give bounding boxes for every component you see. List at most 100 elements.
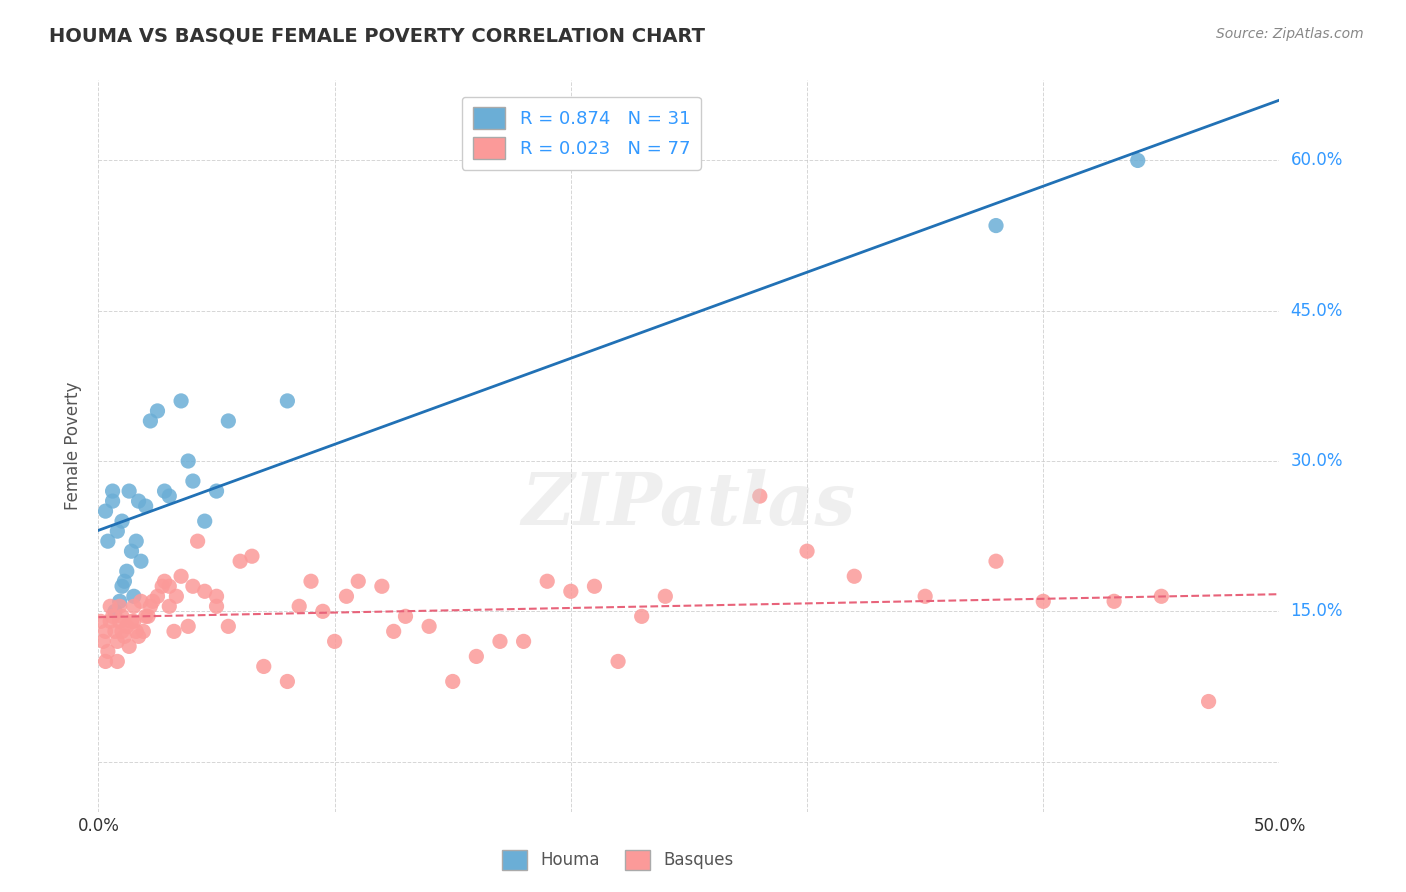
Text: Source: ZipAtlas.com: Source: ZipAtlas.com xyxy=(1216,27,1364,41)
Point xyxy=(122,589,145,603)
Point xyxy=(157,489,180,503)
Point xyxy=(101,494,124,508)
Point xyxy=(135,499,157,513)
Text: 60.0%: 60.0% xyxy=(1291,152,1343,169)
Point xyxy=(163,624,186,639)
Text: HOUMA VS BASQUE FEMALE POVERTY CORRELATION CHART: HOUMA VS BASQUE FEMALE POVERTY CORRELATI… xyxy=(49,27,706,45)
Point xyxy=(122,615,145,629)
Point xyxy=(630,609,652,624)
Point xyxy=(153,574,176,589)
Point xyxy=(654,589,676,603)
Point xyxy=(276,393,298,408)
Point xyxy=(984,554,1007,568)
Point xyxy=(112,629,135,643)
Point xyxy=(323,634,346,648)
Point xyxy=(181,474,204,488)
Point xyxy=(111,579,134,593)
Point xyxy=(205,599,228,614)
Point xyxy=(111,609,134,624)
Point xyxy=(142,594,165,608)
Legend: Houma, Basques: Houma, Basques xyxy=(496,843,741,877)
Point xyxy=(132,624,155,639)
Point xyxy=(94,624,117,639)
Point xyxy=(146,589,169,603)
Point xyxy=(94,655,117,669)
Point xyxy=(288,599,311,614)
Point xyxy=(112,574,135,589)
Point xyxy=(104,624,127,639)
Point xyxy=(217,619,239,633)
Point xyxy=(150,579,173,593)
Point xyxy=(125,534,148,549)
Point xyxy=(157,599,180,614)
Point xyxy=(489,634,512,648)
Point xyxy=(1150,589,1173,603)
Point xyxy=(177,619,200,633)
Point xyxy=(165,589,187,603)
Point xyxy=(108,599,131,614)
Point xyxy=(108,594,131,608)
Point xyxy=(136,609,159,624)
Point xyxy=(170,569,193,583)
Point xyxy=(441,674,464,689)
Point xyxy=(371,579,394,593)
Point xyxy=(394,609,416,624)
Point xyxy=(115,564,138,578)
Point xyxy=(465,649,488,664)
Point xyxy=(105,524,128,538)
Point xyxy=(194,584,217,599)
Point xyxy=(90,615,112,629)
Point xyxy=(122,599,145,614)
Point xyxy=(187,534,209,549)
Point xyxy=(94,504,117,518)
Point xyxy=(536,574,558,589)
Point xyxy=(105,655,128,669)
Point xyxy=(108,615,131,629)
Point xyxy=(118,640,141,654)
Point xyxy=(121,544,143,558)
Point xyxy=(125,624,148,639)
Point xyxy=(205,484,228,499)
Point xyxy=(104,604,127,618)
Point xyxy=(229,554,252,568)
Point xyxy=(128,494,150,508)
Point xyxy=(181,579,204,593)
Point xyxy=(583,579,606,593)
Point xyxy=(796,544,818,558)
Point xyxy=(139,414,162,428)
Text: 45.0%: 45.0% xyxy=(1291,301,1343,319)
Point xyxy=(240,549,263,564)
Point xyxy=(98,599,121,614)
Point xyxy=(101,484,124,499)
Point xyxy=(418,619,440,633)
Point xyxy=(205,589,228,603)
Point xyxy=(382,624,405,639)
Text: ZIPatlas: ZIPatlas xyxy=(522,469,856,540)
Point xyxy=(335,589,357,603)
Point xyxy=(146,404,169,418)
Point xyxy=(135,609,157,624)
Point xyxy=(312,604,335,618)
Point xyxy=(105,634,128,648)
Point xyxy=(217,414,239,428)
Point xyxy=(111,624,134,639)
Point xyxy=(91,634,114,648)
Point xyxy=(97,644,120,658)
Point xyxy=(914,589,936,603)
Text: 30.0%: 30.0% xyxy=(1291,452,1343,470)
Point xyxy=(129,554,152,568)
Point xyxy=(984,219,1007,233)
Point xyxy=(115,619,138,633)
Point xyxy=(177,454,200,468)
Point xyxy=(98,615,121,629)
Point xyxy=(276,674,298,689)
Point xyxy=(299,574,322,589)
Text: 15.0%: 15.0% xyxy=(1291,602,1343,620)
Point xyxy=(170,393,193,408)
Point xyxy=(748,489,770,503)
Point xyxy=(97,534,120,549)
Point xyxy=(111,514,134,528)
Point xyxy=(1102,594,1125,608)
Point xyxy=(194,514,217,528)
Point xyxy=(1032,594,1054,608)
